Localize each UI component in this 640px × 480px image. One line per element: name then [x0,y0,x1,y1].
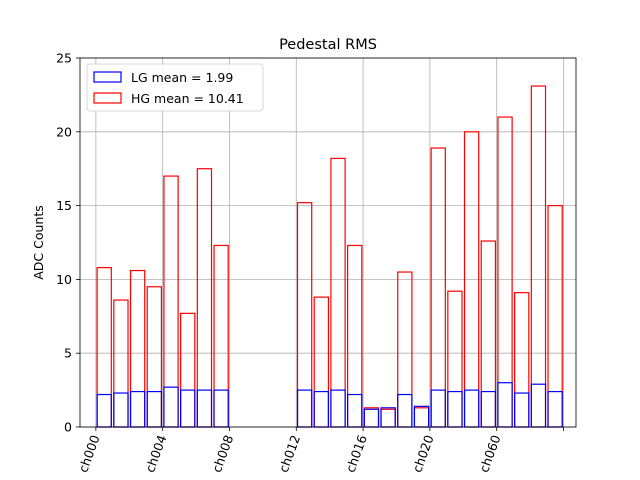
bar [497,116,513,428]
bar [180,312,196,428]
bar [296,389,313,428]
bar [113,392,129,428]
bar [313,390,330,428]
bar [430,389,446,428]
bar [530,85,547,428]
bar [397,393,413,428]
legend-box [86,63,264,112]
bar [347,244,363,428]
x-tick-label: ch008 [209,433,236,474]
bar [413,405,430,428]
axis-layer: 0 5 10 15 20 25 ch000 ch004 ch008 ch012 ch016 ch020… [56,51,564,474]
bar [213,389,229,428]
bar [163,175,179,428]
bar [196,389,213,428]
legend-swatch [93,92,122,104]
bar [313,296,330,428]
bar [447,390,463,428]
y-axis-label: ADC Counts [31,205,46,280]
bar [296,202,313,428]
legend: LG mean = 1.99 HG mean = 10.41 [86,63,264,112]
bar [397,271,413,428]
x-tick-label: ch004 [142,433,169,474]
bar [547,390,563,428]
x-tick-label: ch020 [409,433,436,474]
y-tick-label: 10 [56,272,72,287]
legend-entry: HG mean = 10.41 [131,91,244,106]
y-tick-label: 15 [56,198,72,213]
bar [430,147,446,428]
y-tick-label: 25 [56,51,72,66]
bar [196,168,213,428]
bar [380,408,396,428]
bar [363,408,380,428]
plot-frame [79,57,577,428]
bar [480,240,497,428]
bar [213,244,229,428]
bar [113,299,129,428]
bar [330,389,346,428]
x-tick-label: ch016 [343,433,370,474]
bar [514,292,530,428]
bar [163,386,179,428]
bar [96,266,112,428]
bar [146,390,163,428]
bar [363,407,380,428]
bar [447,290,463,428]
bar [547,205,563,428]
bar [413,407,430,428]
y-tick-label: 20 [56,124,72,139]
bar [480,390,497,428]
bar [497,382,513,428]
bar [380,407,396,428]
bar [129,269,146,428]
x-tick-label: ch060 [476,433,503,474]
bar [530,383,547,428]
x-tick-label: ch012 [276,433,303,474]
chart-title: Pedestal RMS [279,37,377,53]
bar [463,389,480,428]
bar [514,392,530,428]
bar [330,157,346,428]
bar [129,390,146,428]
legend-entry: LG mean = 1.99 [131,70,233,85]
y-tick-label: 5 [64,346,72,361]
bar [146,286,163,428]
x-tick-label: ch000 [75,433,102,474]
bars-layer [96,85,563,428]
bar [347,393,363,428]
y-tick-label: 0 [64,420,72,435]
legend-swatch [93,71,122,83]
bar [180,389,196,428]
bar [96,393,112,428]
